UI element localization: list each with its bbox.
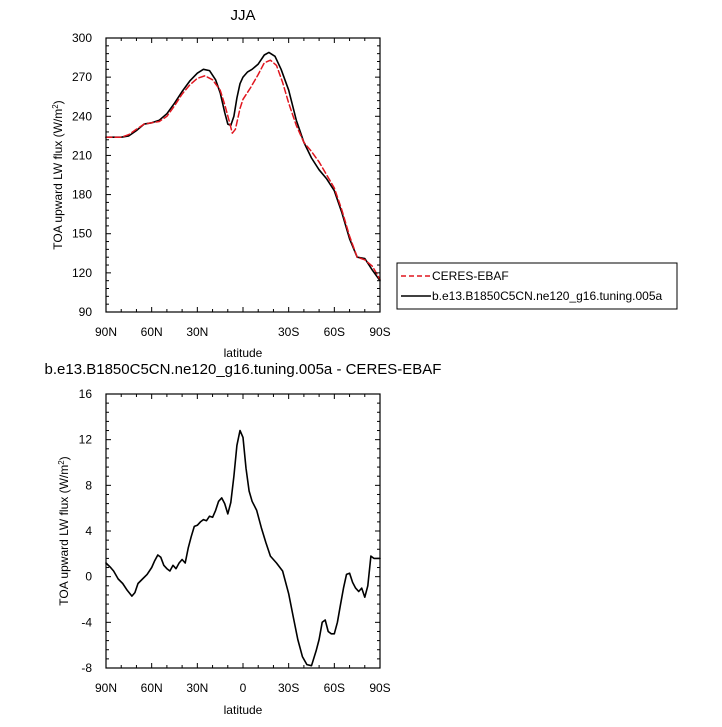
top-x-tick-label: 30S xyxy=(278,325,299,339)
bottom-y-tick-label: 8 xyxy=(85,478,92,492)
top-series-line-1 xyxy=(105,59,381,281)
bottom-series-layer xyxy=(105,429,381,667)
bottom-x-tick-label: 30N xyxy=(186,681,208,695)
top-y-axis-label: TOA upward LW flux (W/m2) xyxy=(51,100,65,249)
top-x-tick-label: 60N xyxy=(141,325,163,339)
top-y-tick-label: 90 xyxy=(79,305,93,319)
bottom-x-tick-label: 90N xyxy=(95,681,117,695)
top-y-tick-label: 240 xyxy=(72,109,92,123)
top-panel: JJA 90N 60N 30N 30S 60S 90S 90 120 150 180 210 240 2… xyxy=(51,7,391,360)
bottom-y-axis-label: TOA upward LW flux (W/m2) xyxy=(57,456,71,605)
top-y-axis-label-main: TOA upward LW flux (W/m xyxy=(51,109,65,250)
top-y-axis-label-end: ) xyxy=(51,100,65,104)
top-y-tick-label: 180 xyxy=(72,188,92,202)
top-x-tick-label: 90S xyxy=(369,325,390,339)
bottom-y-tick-label: -4 xyxy=(81,615,92,629)
bottom-x-tick-label: 30S xyxy=(278,681,299,695)
bottom-panel: b.e13.B1850C5CN.ne120_g16.tuning.005a - … xyxy=(45,361,442,717)
bottom-y-tick-label: 16 xyxy=(79,387,93,401)
bottom-y-tick-label: 12 xyxy=(79,433,93,447)
bottom-y-tick-label: 0 xyxy=(85,570,92,584)
bottom-x-tick-label: 90S xyxy=(369,681,390,695)
top-series-line-2 xyxy=(105,51,381,282)
top-x-axis-label: latitude xyxy=(224,346,263,360)
bottom-x-tick-label: 60S xyxy=(324,681,345,695)
bottom-plot-frame xyxy=(105,393,381,669)
bottom-y-axis-label-end: ) xyxy=(57,456,71,460)
top-x-tick-label: 60S xyxy=(324,325,345,339)
legend-box xyxy=(396,262,678,310)
top-x-tick-label: 30N xyxy=(186,325,208,339)
top-y-tick-label: 210 xyxy=(72,148,92,162)
top-y-tick-label: 120 xyxy=(72,266,92,280)
bottom-series-line-1 xyxy=(105,429,381,667)
bottom-y-axis-label-sup: 2 xyxy=(57,460,66,465)
bottom-x-axis-label: latitude xyxy=(224,703,263,717)
legend-label-model: b.e13.B1850C5CN.ne120_g16.tuning.005a xyxy=(432,289,663,303)
bottom-axes-layer: 90N 60N 30N 0 30S 60S 90S -8 -4 0 4 8 12 16 xyxy=(79,387,391,695)
top-plot-frame xyxy=(105,37,381,313)
top-y-tick-label: 270 xyxy=(72,70,92,84)
bottom-y-tick-label: 4 xyxy=(85,524,92,538)
top-axes-layer: 90N 60N 30N 30S 60S 90S 90 120 150 180 210 240 270 30… xyxy=(72,31,391,339)
bottom-y-axis-label-main: TOA upward LW flux (W/m xyxy=(57,465,71,606)
top-chart-title: JJA xyxy=(230,7,255,24)
bottom-x-tick-label: 60N xyxy=(141,681,163,695)
bottom-x-tick-label: 0 xyxy=(240,681,247,695)
bottom-y-tick-label: -8 xyxy=(81,661,92,675)
top-series-layer xyxy=(105,51,381,282)
top-y-tick-label: 300 xyxy=(72,31,92,45)
bottom-chart-title: b.e13.B1850C5CN.ne120_g16.tuning.005a - … xyxy=(45,361,442,378)
legend: CERES-EBAF b.e13.B1850C5CN.ne120_g16.tun… xyxy=(396,262,678,310)
top-y-axis-label-sup: 2 xyxy=(51,104,60,109)
legend-label-ceres: CERES-EBAF xyxy=(432,269,509,283)
top-x-tick-label: 90N xyxy=(95,325,117,339)
top-y-tick-label: 150 xyxy=(72,227,92,241)
